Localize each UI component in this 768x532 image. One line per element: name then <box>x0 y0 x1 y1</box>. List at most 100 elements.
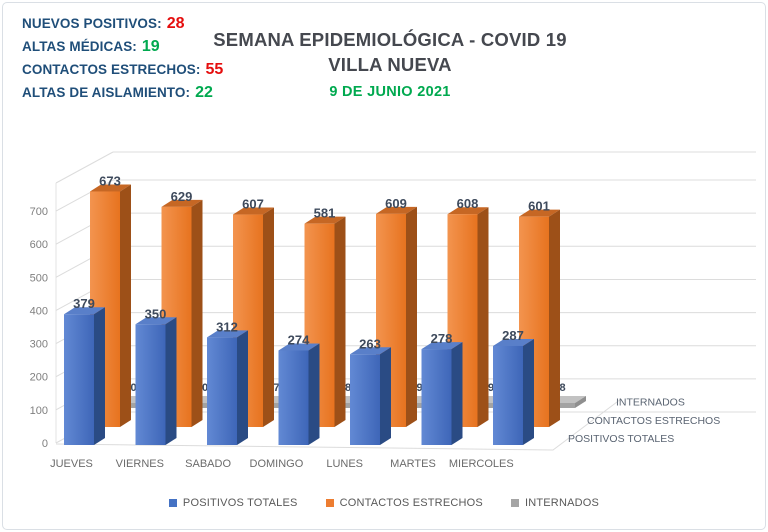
stat-value: 28 <box>166 15 185 32</box>
legend-swatch-gray <box>510 499 519 507</box>
bar-positivos-viernes-front <box>135 324 166 445</box>
x-label-domingo: DOMINGO <box>250 458 304 470</box>
label-positivos-domingo: 274 <box>288 332 310 347</box>
bar-contactos-sabado-top <box>233 207 274 215</box>
stat-label: CONTACTOS ESTRECHOS: <box>22 62 201 77</box>
y-tick-label: 300 <box>30 339 48 351</box>
legend-item-contactos: CONTACTOS ESTRECHOS <box>325 497 483 509</box>
label-contactos-martes: 608 <box>457 196 479 211</box>
label-positivos-lunes: 263 <box>359 336 381 351</box>
bar-positivos-sabado-side <box>237 330 248 445</box>
y-tick-label: 700 <box>30 206 48 218</box>
bar-positivos-sabado-top <box>207 330 248 338</box>
label-internados-domingo: 8 <box>345 382 351 394</box>
bar-positivos-domingo-side <box>308 343 320 445</box>
stat-value: 22 <box>195 84 213 101</box>
x-label-miercoles: MIERCOLES <box>449 458 514 470</box>
legend-label: INTERNADOS <box>524 497 600 509</box>
bar-positivos-miercoles-front <box>493 345 523 445</box>
stat-nuevos-positivos: NUEVOS POSITIVOS: 28 <box>22 12 223 35</box>
label-contactos-viernes: 629 <box>171 189 193 204</box>
chart-header: SEMANA EPIDEMIOLÓGICA - COVID 19 VILLA N… <box>200 27 580 100</box>
bar-positivos-domingo-front <box>278 350 309 445</box>
floor-edge <box>55 398 622 451</box>
chart-canvas: 0 0 7 8 9 9 8 673 379 629 350 607 312 581 274 609 263 608… <box>30 151 756 470</box>
bar-positivos-jueves-side <box>94 307 105 445</box>
bar-contactos-lunes-top <box>376 206 417 214</box>
bar-contactos-jueves-top <box>90 184 131 192</box>
label-contactos-lunes: 609 <box>385 196 407 211</box>
label-contactos-miercoles: 601 <box>528 199 550 214</box>
page-title-line1: SEMANA EPIDEMIOLÓGICA - COVID 19 <box>213 29 567 50</box>
bar-positivos-lunes-front <box>350 354 380 445</box>
bar-positivos-domingo-top <box>278 343 320 351</box>
bar-positivos-jueves-top <box>64 307 105 315</box>
legend-swatch-blue <box>168 499 177 507</box>
stat-value: 55 <box>205 61 224 78</box>
bar-positivos-miercoles-top <box>493 338 534 346</box>
bar-positivos-martes-side <box>451 342 463 445</box>
x-label-sabado: SABADO <box>185 458 231 470</box>
label-positivos-jueves: 379 <box>73 296 95 311</box>
stat-label: ALTAS DE AISLAMIENTO: <box>22 85 191 100</box>
page-title-line2: VILLA NUEVA <box>328 54 452 75</box>
label-internados-viernes: 0 <box>202 382 208 394</box>
label-contactos-sabado: 607 <box>242 197 264 212</box>
bar-contactos-miercoles-side <box>549 209 560 427</box>
stat-value: 19 <box>141 38 160 55</box>
stat-label: ALTAS MÉDICAS: <box>22 39 137 54</box>
label-internados-sabado: 7 <box>273 382 279 394</box>
y-tick-label: 200 <box>30 372 48 384</box>
depth-axis-label: INTERNADOS <box>616 397 685 409</box>
label-positivos-sabado: 312 <box>216 319 238 334</box>
bar-contactos-lunes-side <box>406 206 417 427</box>
report-date: 9 DE JUNIO 2021 <box>329 84 451 100</box>
stat-label: NUEVOS POSITIVOS: <box>22 16 162 31</box>
bar-contactos-martes-side <box>477 207 489 427</box>
y-tick-label: 100 <box>30 405 48 417</box>
label-positivos-miercoles: 287 <box>502 328 524 343</box>
label-internados-jueves: 0 <box>130 382 136 394</box>
bar-positivos-viernes-side <box>165 317 177 445</box>
x-label-jueves: JUEVES <box>50 458 93 470</box>
bar-positivos-viernes-top <box>135 317 177 325</box>
chart-legend: POSITIVOS TOTALES CONTACTOS ESTRECHOS IN… <box>0 497 768 509</box>
stat-contactos-estrechos: CONTACTOS ESTRECHOS: 55 <box>22 58 223 81</box>
label-internados-lunes: 9 <box>416 382 422 394</box>
x-label-viernes: VIERNES <box>116 458 164 470</box>
depth-axis-label: CONTACTOS ESTRECHOS <box>587 415 720 427</box>
bar-positivos-miercoles-side <box>523 338 534 445</box>
legend-item-internados: INTERNADOS <box>510 497 600 509</box>
label-positivos-martes: 278 <box>431 331 453 346</box>
label-internados-martes: 9 <box>488 382 494 394</box>
bar-contactos-jueves-side <box>120 184 131 427</box>
label-internados-miercoles: 8 <box>559 382 565 394</box>
bar-contactos-viernes-side <box>191 199 203 427</box>
y-tick-label: 500 <box>30 272 48 284</box>
bar-positivos-martes-top <box>421 342 463 350</box>
label-positivos-viernes: 350 <box>145 306 167 321</box>
bar-contactos-domingo-top <box>304 216 346 224</box>
bar-contactos-miercoles-top <box>519 209 560 217</box>
stat-altas-medicas: ALTAS MÉDICAS: 19 <box>22 35 223 58</box>
legend-swatch-orange <box>325 499 334 507</box>
bar-positivos-jueves-front <box>64 314 94 445</box>
bar-contactos-sabado-side <box>263 207 274 427</box>
bar-internados-miercoles-side <box>575 396 586 408</box>
bar-positivos-sabado-front <box>207 337 237 445</box>
legend-label: POSITIVOS TOTALES <box>182 497 298 509</box>
bar-contactos-martes-top <box>447 207 489 215</box>
stats-panel: NUEVOS POSITIVOS: 28 ALTAS MÉDICAS: 19 CON… <box>22 12 223 104</box>
label-contactos-domingo: 581 <box>314 206 336 221</box>
label-contactos-jueves: 673 <box>99 173 121 188</box>
x-label-lunes: LUNES <box>326 458 363 470</box>
y-tick-label: 400 <box>30 305 48 317</box>
stat-altas-aislamiento: ALTAS DE AISLAMIENTO: 22 <box>22 81 223 104</box>
x-label-martes: MARTES <box>390 458 436 470</box>
bar-positivos-lunes-side <box>380 347 391 445</box>
legend-label: CONTACTOS ESTRECHOS <box>339 497 483 509</box>
bar-contactos-viernes-top <box>161 199 203 207</box>
legend-item-positivos: POSITIVOS TOTALES <box>168 497 298 509</box>
y-tick-label: 0 <box>42 438 48 450</box>
depth-axis-label: POSITIVOS TOTALES <box>568 433 674 445</box>
